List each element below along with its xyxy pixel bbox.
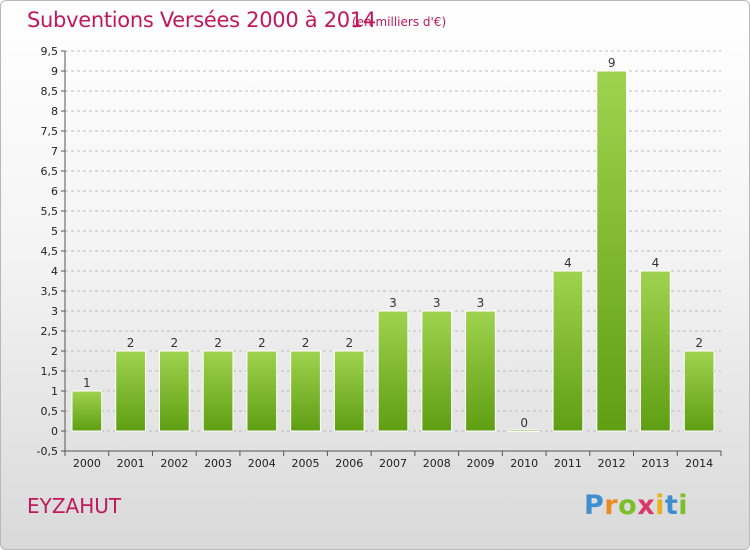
y-tick-label: 6 bbox=[51, 185, 58, 198]
bar-value-label: 3 bbox=[433, 296, 441, 310]
y-tick-label: 1 bbox=[51, 385, 58, 398]
bar-2005 bbox=[290, 350, 321, 432]
x-tick-label: 2007 bbox=[379, 457, 407, 470]
y-tick-label: 7,5 bbox=[41, 125, 59, 138]
bar-2011 bbox=[552, 270, 584, 432]
x-tick-label: 2011 bbox=[554, 457, 582, 470]
x-tick-label: 2000 bbox=[73, 457, 101, 470]
x-tick-label: 2004 bbox=[248, 457, 276, 470]
bar-2007 bbox=[377, 310, 409, 432]
y-tick-label: -0,5 bbox=[37, 445, 58, 458]
chart-title: Subventions Versées 2000 à 2014 bbox=[27, 8, 376, 32]
x-tick-label: 2010 bbox=[510, 457, 538, 470]
y-tick-label: 3 bbox=[51, 305, 58, 318]
x-tick-label: 2005 bbox=[292, 457, 320, 470]
chart-subtitle: (en milliers d'€) bbox=[352, 15, 447, 29]
bar-value-label: 1 bbox=[83, 376, 91, 390]
commune-name: EYZAHUT bbox=[27, 494, 122, 518]
bar-value-label: 4 bbox=[652, 256, 660, 270]
bar-value-label: 3 bbox=[477, 296, 485, 310]
y-tick-label: 8,5 bbox=[41, 85, 59, 98]
bar-2009 bbox=[465, 310, 496, 432]
bar-2000 bbox=[71, 390, 103, 432]
bar-value-label: 2 bbox=[127, 336, 135, 350]
bar-2004 bbox=[246, 350, 278, 432]
bar-value-label: 2 bbox=[345, 336, 353, 350]
bar-value-label: 2 bbox=[171, 336, 179, 350]
bar-2003 bbox=[202, 350, 234, 432]
bar-2013 bbox=[640, 270, 671, 432]
bar-value-label: 3 bbox=[389, 296, 397, 310]
y-tick-label: 5 bbox=[51, 225, 58, 238]
bar-value-label: 0 bbox=[520, 416, 528, 430]
x-tick-label: 2006 bbox=[335, 457, 363, 470]
y-tick-label: 2 bbox=[51, 345, 58, 358]
bar-value-label: 2 bbox=[258, 336, 266, 350]
bar-2008 bbox=[421, 310, 453, 432]
y-tick-label: 4 bbox=[51, 265, 58, 278]
y-tick-label: 0,5 bbox=[41, 405, 59, 418]
y-tick-label: 0 bbox=[51, 425, 58, 438]
y-tick-label: 9,5 bbox=[41, 45, 59, 58]
bar-value-label: 2 bbox=[214, 336, 222, 350]
y-tick-label: 6,5 bbox=[41, 165, 59, 178]
bar-value-label: 2 bbox=[695, 336, 703, 350]
y-tick-label: 7 bbox=[51, 145, 58, 158]
bar-value-label: 2 bbox=[302, 336, 310, 350]
x-tick-label: 2013 bbox=[641, 457, 669, 470]
y-tick-label: 3,5 bbox=[41, 285, 59, 298]
proxiti-logo: Proxiti bbox=[584, 490, 689, 521]
y-tick-label: 8 bbox=[51, 105, 58, 118]
bar-2001 bbox=[115, 350, 146, 432]
bar-value-label: 4 bbox=[564, 256, 572, 270]
y-tick-label: 4,5 bbox=[41, 245, 59, 258]
y-tick-label: 5,5 bbox=[41, 205, 59, 218]
y-tick-label: 9 bbox=[51, 65, 58, 78]
x-tick-label: 2002 bbox=[160, 457, 188, 470]
bar-2006 bbox=[333, 350, 365, 432]
bar-value-label: 9 bbox=[608, 56, 616, 70]
bar-2010 bbox=[508, 429, 540, 432]
bar-2002 bbox=[158, 350, 190, 432]
y-tick-label: 2,5 bbox=[41, 325, 59, 338]
y-tick-label: 1,5 bbox=[41, 365, 59, 378]
bar-2012 bbox=[596, 70, 628, 432]
x-tick-label: 2001 bbox=[117, 457, 145, 470]
bar-2014 bbox=[683, 350, 715, 432]
x-tick-label: 2014 bbox=[685, 457, 713, 470]
x-tick-label: 2003 bbox=[204, 457, 232, 470]
x-tick-label: 2009 bbox=[466, 457, 494, 470]
x-tick-label: 2008 bbox=[423, 457, 451, 470]
x-tick-label: 2012 bbox=[598, 457, 626, 470]
